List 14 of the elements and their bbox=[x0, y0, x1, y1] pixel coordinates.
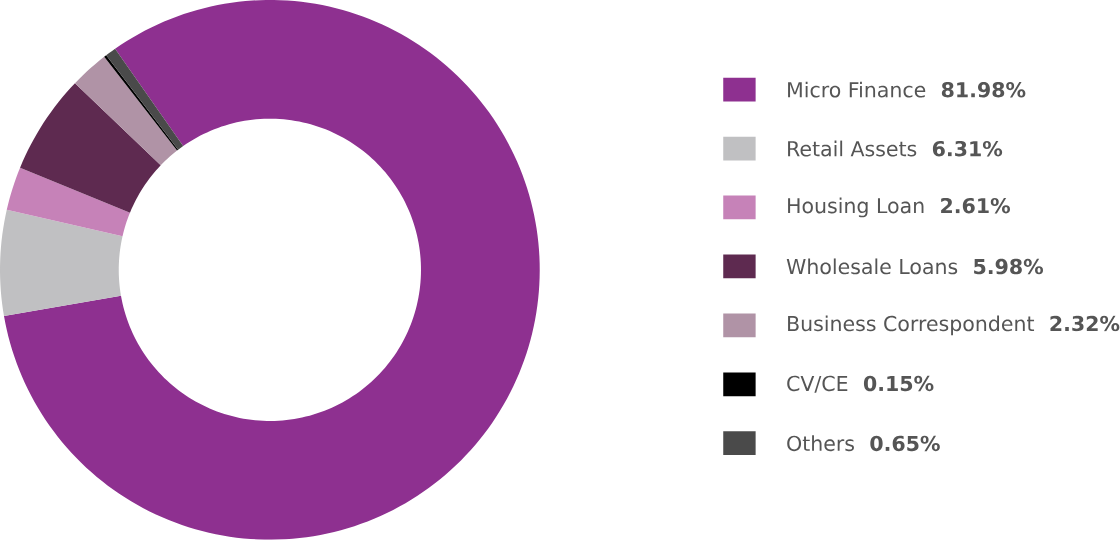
data-label: 0.65% bbox=[870, 435, 940, 452]
legend-label: CV/CE bbox=[787, 375, 848, 393]
data-label: 0.15% bbox=[863, 375, 934, 392]
legend-label: Others bbox=[787, 435, 854, 452]
data-label: 2.61% bbox=[941, 198, 1010, 214]
legend-label: Retail Assets bbox=[788, 140, 917, 157]
legend-label: Wholesale Loans bbox=[786, 258, 958, 275]
legend-label: Housing Loan bbox=[788, 197, 924, 218]
legend-label: Business Correspondent bbox=[788, 315, 1035, 336]
legend-label: Micro Finance bbox=[788, 81, 926, 98]
data-label: 81.98% bbox=[941, 82, 1026, 98]
data-label: 6.31% bbox=[932, 141, 1003, 157]
data-label: 2.32% bbox=[1050, 315, 1120, 332]
data-label: 5.98% bbox=[974, 258, 1044, 275]
